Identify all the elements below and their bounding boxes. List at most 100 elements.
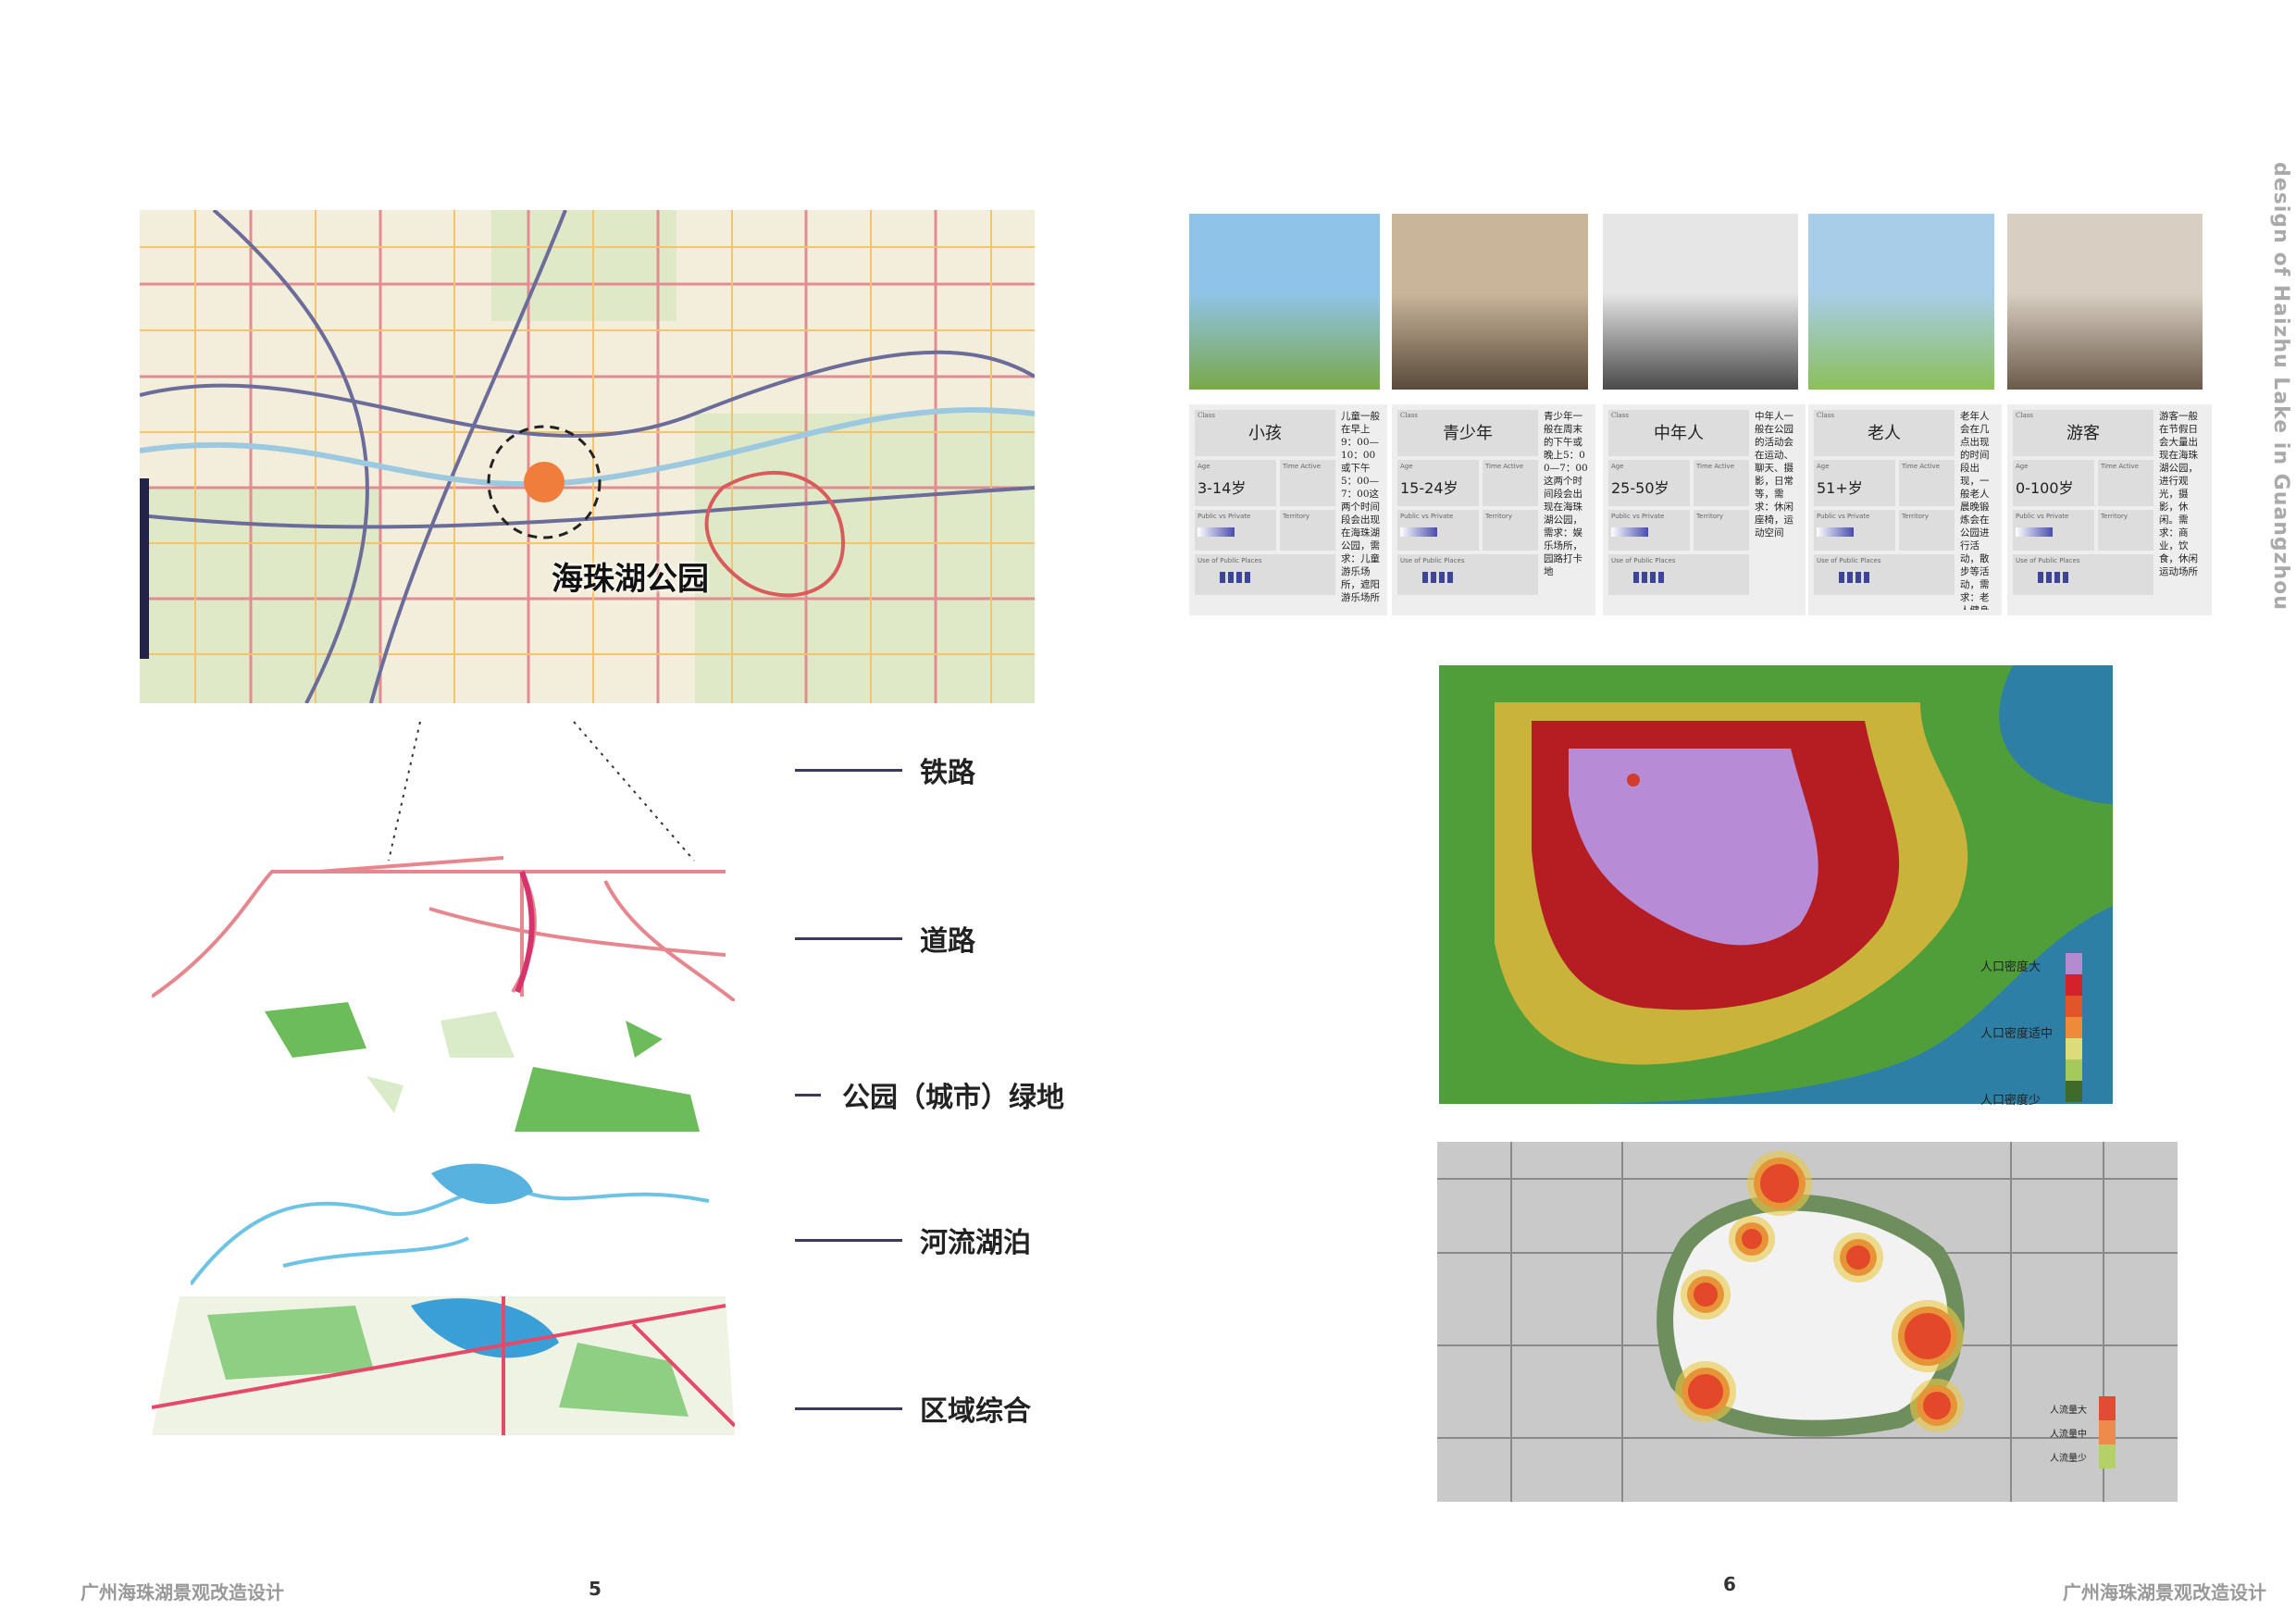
field-label: Public vs Private (1400, 513, 1454, 520)
group-name: 游客 (2066, 424, 2100, 443)
field-label: Time Active (1485, 463, 1524, 470)
legend-swatch (2066, 1059, 2082, 1081)
card-left: Class 小孩 Age 3-14岁 Time Active Public vs Priv… (1195, 410, 1335, 610)
row: Age 0-100岁 Time Active (2013, 460, 2153, 506)
territory-box: Territory (1280, 510, 1335, 551)
name-box: Class 游客 (2013, 410, 2153, 456)
legend-swatch (2066, 1081, 2082, 1102)
gradient-bar (1198, 527, 1235, 537)
name-box: Class 老人 (1814, 410, 1955, 456)
age-box: Age 0-100岁 (2013, 460, 2094, 506)
layer-line (795, 1239, 902, 1242)
field-label: Territory (1485, 513, 1513, 520)
field-label: Time Active (2101, 463, 2140, 470)
field-label: Use of Public Places (1198, 557, 1262, 564)
field-label: Time Active (1283, 463, 1322, 470)
field-label: Territory (1696, 513, 1724, 520)
name-box: Class 小孩 (1195, 410, 1335, 456)
layer-line (795, 937, 902, 940)
tree-icons (2038, 572, 2071, 583)
tree-icons (1220, 572, 1253, 583)
field-label: Age (1611, 463, 1624, 470)
use-box: Use of Public Places (1608, 554, 1749, 595)
time-box: Time Active (2098, 460, 2153, 506)
group-description: 老年人会在几点出现的时间段出现，一般老人晨晚锻炼会在公园进行活动，散步等活动，需… (1960, 411, 1990, 610)
public-box: Public vs Private (1397, 510, 1479, 551)
layer-label: 道路 (920, 925, 975, 958)
layer-roads (152, 856, 735, 1001)
layer-line (795, 769, 902, 772)
group-age: 25-50岁 (1611, 479, 1669, 497)
territory-box: Territory (1899, 510, 1955, 551)
time-box: Time Active (1694, 460, 1749, 506)
row: Age 25-50岁 Time Active (1608, 460, 1749, 506)
photo (1392, 214, 1588, 390)
row: Public vs Private Territory (1195, 510, 1335, 551)
footer-left: 广州海珠湖景观改造设计 (81, 1581, 284, 1604)
photo (1189, 214, 1380, 390)
field-label: Class (1198, 412, 1215, 419)
row: Age 15-24岁 Time Active (1397, 460, 1538, 506)
legend-swatch (2066, 1017, 2082, 1038)
tree-icons (1422, 572, 1456, 583)
layer-label: 河流湖泊 (920, 1227, 1031, 1259)
card-left: Class 青少年 Age 15-24岁 Time Active Public vs Pr… (1397, 410, 1538, 610)
layer-water (191, 1163, 710, 1286)
group-age: 3-14岁 (1198, 479, 1247, 497)
field-label: Public vs Private (1198, 513, 1251, 520)
time-box: Time Active (1280, 460, 1335, 506)
use-box: Use of Public Places (1397, 554, 1538, 595)
card: Class 老人 Age 51+岁 Time Active Public vs Priva… (1808, 404, 2002, 615)
legend-label: 人口密度大 (1980, 960, 2042, 974)
field-label: Use of Public Places (1817, 557, 1881, 564)
legend-swatch (2066, 953, 2082, 974)
row: Age 51+岁 Time Active (1814, 460, 1955, 506)
field-label: Class (1817, 412, 1834, 419)
group-age: 0-100岁 (2016, 479, 2074, 497)
accent-bar (140, 478, 149, 659)
field-label: Territory (1283, 513, 1310, 520)
field-label: Public vs Private (1611, 513, 1665, 520)
time-box: Time Active (1899, 460, 1955, 506)
card: Class 青少年 Age 15-24岁 Time Active Public vs Pr… (1392, 404, 1595, 615)
legend-label: 人口密度少 (1980, 1094, 2042, 1108)
density-map (1439, 665, 2113, 1104)
group-description: 中年人一般在公园的活动会在运动、聊天、摄影，日常等，需求：休闲座椅，运动空间 (1755, 411, 1793, 539)
row: Public vs Private Territory (2013, 510, 2153, 551)
gradient-bar (1400, 527, 1437, 537)
field-label: Age (1400, 463, 1413, 470)
age-box: Age 51+岁 (1814, 460, 1895, 506)
layer-green (265, 1002, 700, 1132)
layer-line (795, 1407, 902, 1410)
territory-box: Territory (1694, 510, 1749, 551)
gradient-bar (1817, 527, 1854, 537)
photo (1603, 214, 1798, 390)
field-label: Public vs Private (2016, 513, 2069, 520)
city-map (140, 210, 1035, 703)
group-name: 中年人 (1654, 424, 1704, 443)
field-label: Class (1400, 412, 1418, 419)
age-box: Age 3-14岁 (1195, 460, 1276, 506)
field-label: Class (2016, 412, 2033, 419)
legend-swatch (2066, 1038, 2082, 1059)
public-box: Public vs Private (1814, 510, 1895, 551)
legend-swatch (2066, 974, 2082, 996)
layer-label: 区域综合 (920, 1395, 1031, 1428)
public-box: Public vs Private (2013, 510, 2094, 551)
use-box: Use of Public Places (1814, 554, 1955, 595)
use-box: Use of Public Places (1195, 554, 1335, 595)
tree-icons (1633, 572, 1667, 583)
group-age: 51+岁 (1817, 479, 1863, 497)
age-box: Age 15-24岁 (1397, 460, 1479, 506)
photo (2007, 214, 2203, 390)
field-label: Public vs Private (1817, 513, 1870, 520)
use-box: Use of Public Places (2013, 554, 2153, 595)
legend-swatch (2066, 996, 2082, 1017)
group-name: 小孩 (1248, 424, 1282, 443)
group-age: 15-24岁 (1400, 479, 1458, 497)
gradient-bar (2016, 527, 2053, 537)
layer-line (795, 1094, 821, 1096)
field-label: Territory (1902, 513, 1930, 520)
field-label: Use of Public Places (1400, 557, 1465, 564)
